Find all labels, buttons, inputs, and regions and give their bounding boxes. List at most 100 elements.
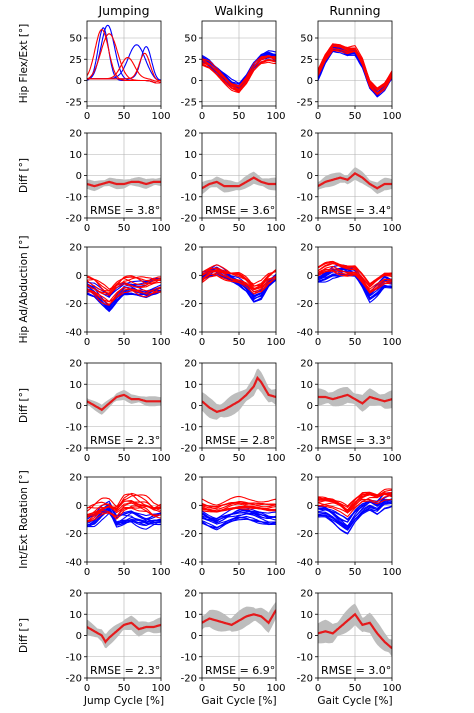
estimate-trial-line: [87, 289, 161, 303]
y-tick-label: 0: [191, 401, 197, 412]
x-tick-label: 50: [118, 111, 131, 122]
x-tick-label: 50: [118, 453, 131, 464]
plot-area: [318, 43, 392, 98]
y-tick-label: 0: [76, 631, 82, 642]
y-tick-label: -40: [181, 328, 197, 339]
x-tick-label: 100: [382, 567, 401, 578]
mean-diff-line: [87, 393, 161, 412]
rmse-label: RMSE = 3.8°: [90, 204, 160, 217]
estimate-trial-line: [87, 57, 161, 82]
x-tick-label: 0: [199, 111, 205, 122]
y-tick-label: 20: [300, 589, 313, 600]
panel-running-row-2: -40 -20 0 20 0 50 100: [297, 243, 402, 349]
estimate-trial-line: [318, 498, 392, 518]
y-tick-label: 0: [191, 76, 197, 87]
x-tick-label: 100: [266, 111, 285, 122]
rmse-label: RMSE = 6.9°: [205, 664, 275, 677]
x-tick-label: 0: [84, 567, 90, 578]
reference-trial-line: [202, 509, 276, 521]
y-tick-label: 0: [307, 401, 313, 412]
x-tick-label: 100: [382, 337, 401, 348]
y-tick-label: 0: [307, 501, 313, 512]
y-tick-label: -20: [297, 214, 313, 225]
y-tick-label: 0: [191, 631, 197, 642]
panel-jumping-row-3: RMSE = 2.3° -20 -10 0 10 20 0 50 100: [66, 359, 171, 465]
y-tick-label: 0: [307, 631, 313, 642]
x-tick-label: 50: [349, 223, 362, 234]
estimate-trial-line: [202, 267, 276, 287]
x-tick-label: 50: [349, 337, 362, 348]
y-tick-label: 50: [69, 34, 82, 45]
y-tick-label: 20: [184, 243, 197, 254]
column-title-walking: Walking: [214, 3, 263, 18]
y-tick-label: 0: [307, 271, 313, 282]
mean-diff-line: [87, 180, 161, 188]
reference-trial-line: [87, 508, 161, 527]
plot-area: [87, 275, 161, 313]
y-tick-label: 0: [191, 171, 197, 182]
x-tick-label: 0: [315, 111, 321, 122]
mean-diff-line: [318, 612, 392, 650]
y-tick-label: -20: [297, 444, 313, 455]
x-tick-label: 0: [84, 223, 90, 234]
y-tick-label: -10: [181, 422, 197, 433]
column-title-running: Running: [329, 3, 380, 18]
estimate-trial-line: [318, 493, 392, 514]
estimate-trial-line: [202, 500, 276, 510]
panel-running-row-4: -40 -20 0 20 0 50 100: [297, 473, 402, 579]
y-tick-label: 0: [76, 401, 82, 412]
rmse-label: RMSE = 2.3°: [90, 434, 160, 447]
y-tick-label: -20: [66, 214, 82, 225]
plot-area: [318, 387, 392, 412]
y-tick-label: -40: [297, 328, 313, 339]
estimate-trial-line: [318, 43, 392, 89]
rmse-label: RMSE = 3.6°: [205, 204, 275, 217]
x-tick-label: 0: [315, 453, 321, 464]
plot-area: [318, 167, 392, 194]
panel-walking-row-3: RMSE = 2.8° -20 -10 0 10 20 0 50 100: [181, 359, 286, 465]
y-tick-label: -20: [181, 444, 197, 455]
estimate-trial-line: [202, 502, 276, 508]
x-tick-label: 100: [151, 453, 170, 464]
plot-area: [202, 50, 276, 94]
panel-walking-row-1: RMSE = 3.6° -20 -10 0 10 20 0 50 100: [181, 129, 286, 235]
y-tick-label: 20: [69, 129, 82, 140]
panel-walking-row-2: -40 -20 0 20 0 50 100: [181, 243, 286, 349]
y-tick-label: 10: [69, 610, 82, 621]
estimate-trial-line: [87, 500, 161, 516]
y-tick-label: -20: [66, 674, 82, 685]
y-axis-label: Hip Ad/Abduction [°]: [18, 236, 30, 344]
plot-area: [202, 171, 276, 195]
plot-area: [202, 601, 276, 633]
x-tick-label: 0: [199, 453, 205, 464]
estimate-trial-line: [87, 494, 161, 512]
x-tick-label: 50: [118, 683, 131, 694]
error-band: [202, 171, 276, 195]
estimate-trial-line: [202, 55, 276, 88]
x-tick-label: 0: [199, 567, 205, 578]
y-tick-label: 20: [69, 589, 82, 600]
x-tick-label: 50: [349, 683, 362, 694]
reference-trial-line: [87, 508, 161, 526]
mean-diff-line: [87, 621, 161, 644]
y-tick-label: -20: [297, 299, 313, 310]
estimate-trial-line: [202, 495, 276, 506]
y-tick-label: 10: [69, 380, 82, 391]
y-tick-label: 20: [69, 243, 82, 254]
reference-trial-line: [87, 500, 161, 518]
reference-trial-line: [318, 493, 392, 523]
y-tick-label: 10: [184, 610, 197, 621]
x-tick-label: 0: [84, 683, 90, 694]
x-tick-label: 50: [349, 453, 362, 464]
rmse-label: RMSE = 3.4°: [321, 204, 391, 217]
x-tick-label: 100: [151, 111, 170, 122]
y-tick-label: 20: [184, 129, 197, 140]
estimate-trial-line: [318, 495, 392, 514]
y-axis-label: Diff [°]: [18, 388, 30, 423]
plot-area: [202, 495, 276, 531]
mean-diff-line: [202, 375, 276, 414]
